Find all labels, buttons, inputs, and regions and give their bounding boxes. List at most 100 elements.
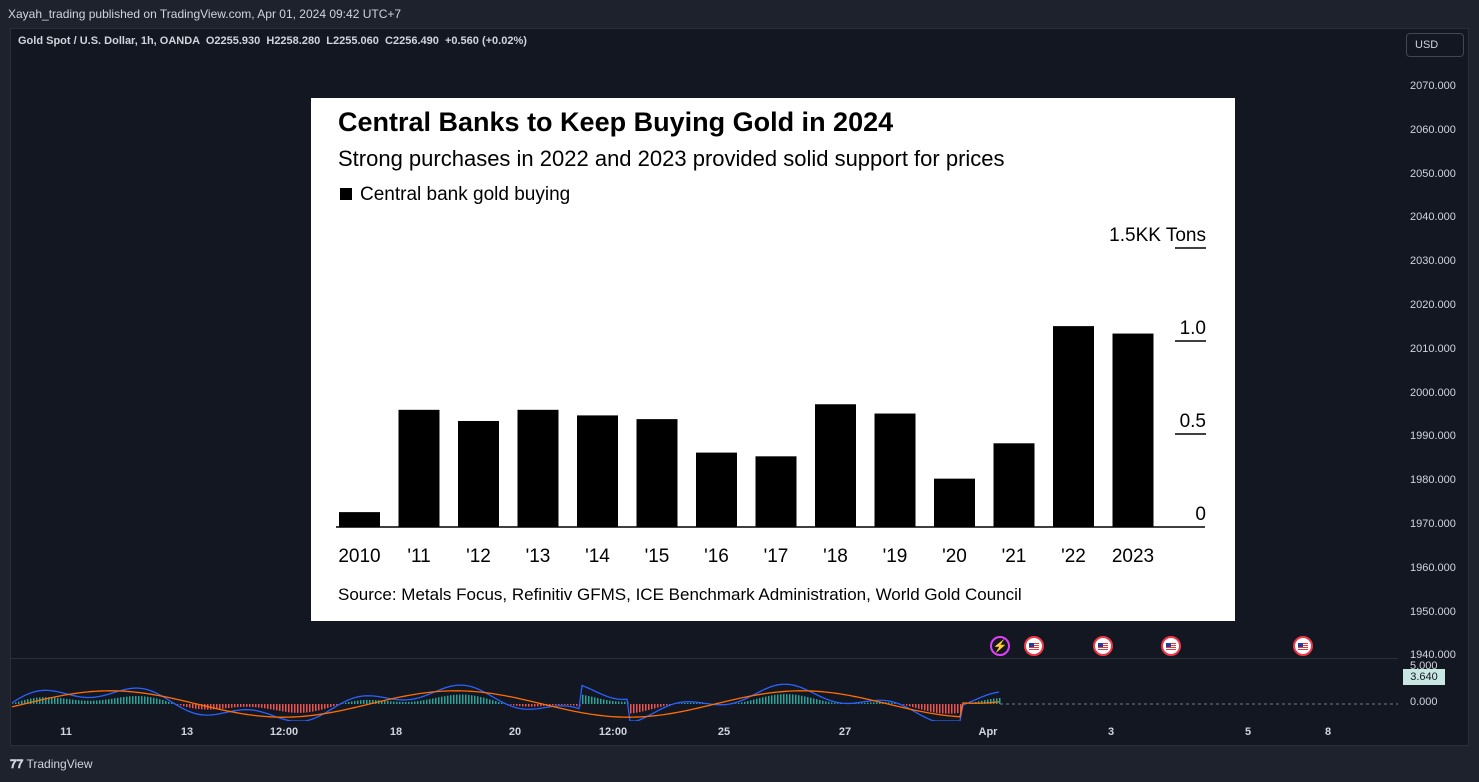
x-tick-label: '22: [1061, 546, 1086, 567]
histogram-bar: [447, 695, 449, 704]
us-flag-icon[interactable]: [1093, 636, 1113, 656]
price-axis-label: 2010.000: [1410, 342, 1456, 355]
histogram-bar: [231, 704, 233, 708]
histogram-bar: [678, 703, 680, 704]
histogram-bar: [51, 697, 53, 704]
price-axis-label: 1990.000: [1410, 430, 1456, 443]
histogram-bar: [798, 695, 800, 704]
y-tick-label: 0: [1195, 504, 1206, 525]
histogram-bar: [807, 697, 809, 704]
histogram-bar: [255, 704, 257, 708]
histogram-bar: [390, 701, 392, 704]
histogram-bar: [522, 704, 524, 707]
histogram-bar: [372, 699, 374, 704]
histogram-bar: [441, 696, 443, 704]
histogram-bar: [297, 704, 299, 713]
histogram-bar: [780, 694, 782, 704]
histogram-bar: [363, 700, 365, 704]
histogram-bar: [318, 704, 320, 711]
histogram-bar: [366, 699, 368, 704]
histogram-bar: [639, 704, 641, 713]
histogram-bar: [756, 698, 758, 704]
histogram-bar: [468, 694, 470, 704]
histogram-bar: [402, 701, 404, 704]
histogram-bar: [54, 697, 56, 704]
histogram-bar: [657, 704, 659, 708]
histogram-bar: [78, 700, 80, 704]
histogram-bar: [795, 694, 797, 704]
histogram-bar: [771, 695, 773, 704]
time-axis-label: 18: [389, 726, 403, 738]
us-flag-icon[interactable]: [1024, 636, 1044, 656]
histogram-bar: [111, 698, 113, 704]
histogram-bar: [162, 700, 164, 704]
price-axis-label: 2030.000: [1410, 255, 1456, 268]
histogram-bar: [498, 701, 500, 704]
currency-button[interactable]: USD: [1406, 33, 1464, 57]
histogram-bar: [495, 701, 497, 704]
oscillator-pane[interactable]: [10, 658, 1398, 722]
histogram-bar: [288, 704, 290, 713]
histogram-bar: [666, 704, 668, 706]
histogram-bar: [837, 703, 839, 704]
bar: [934, 478, 975, 527]
us-flag-icon[interactable]: [1161, 636, 1181, 656]
histogram-bar: [195, 704, 197, 709]
histogram-bar: [702, 703, 704, 704]
histogram-bar: [519, 704, 521, 707]
histogram-bar: [228, 704, 230, 708]
histogram-bar: [984, 700, 986, 704]
bar: [517, 409, 559, 527]
time-axis-label: Apr: [978, 726, 998, 738]
histogram-bar: [531, 704, 533, 707]
histogram-bar: [957, 704, 959, 714]
chart-legend: Central bank gold buying: [340, 184, 570, 206]
histogram-bar: [249, 704, 251, 707]
histogram-bar: [66, 698, 68, 704]
histogram-bar: [816, 699, 818, 704]
histogram-bar: [480, 696, 482, 704]
tradingview-logo[interactable]: 𝟕𝟕 TradingView: [10, 757, 93, 772]
histogram-bar: [993, 698, 995, 704]
histogram-bar: [279, 704, 281, 711]
histogram-bar: [648, 704, 650, 710]
histogram-bar: [960, 704, 962, 713]
histogram-bar: [774, 694, 776, 704]
x-tick-label: '14: [585, 546, 610, 567]
histogram-bar: [201, 704, 203, 710]
price-axis-label: 1950.000: [1410, 605, 1456, 618]
lightning-icon[interactable]: ⚡: [990, 636, 1010, 656]
histogram-bar: [753, 699, 755, 704]
histogram-bar: [15, 702, 17, 704]
histogram-bar: [936, 704, 938, 713]
bar: [696, 452, 737, 527]
histogram-bar: [534, 704, 536, 707]
histogram-bar: [582, 694, 584, 704]
x-tick-label: '12: [466, 546, 491, 567]
histogram-bar: [171, 702, 173, 704]
histogram-bar: [450, 695, 452, 704]
histogram-bar: [219, 704, 221, 709]
time-axis-label: 27: [838, 726, 852, 738]
legend-label: Central bank gold buying: [360, 184, 571, 205]
histogram-bar: [258, 704, 260, 708]
histogram-bar: [741, 702, 743, 704]
oscillator-value-badge: 3.640: [1403, 669, 1445, 685]
histogram-bar: [738, 702, 740, 704]
y-tick-label: 1.5KK Tons: [1109, 225, 1206, 246]
histogram-bar: [423, 700, 425, 704]
bar: [815, 404, 856, 527]
price-axis-label: 1940.000: [1410, 649, 1456, 662]
histogram-bar: [606, 700, 608, 704]
histogram-bar: [570, 704, 572, 706]
histogram-bar: [594, 697, 596, 704]
histogram-bar: [360, 700, 362, 704]
histogram-bar: [813, 698, 815, 704]
histogram-bar: [117, 697, 119, 704]
histogram-bar: [654, 704, 656, 709]
histogram-bar: [612, 700, 614, 704]
histogram-bar: [588, 695, 590, 704]
histogram-bar: [945, 704, 947, 714]
histogram-bar: [93, 700, 95, 704]
us-flag-icon[interactable]: [1293, 636, 1313, 656]
